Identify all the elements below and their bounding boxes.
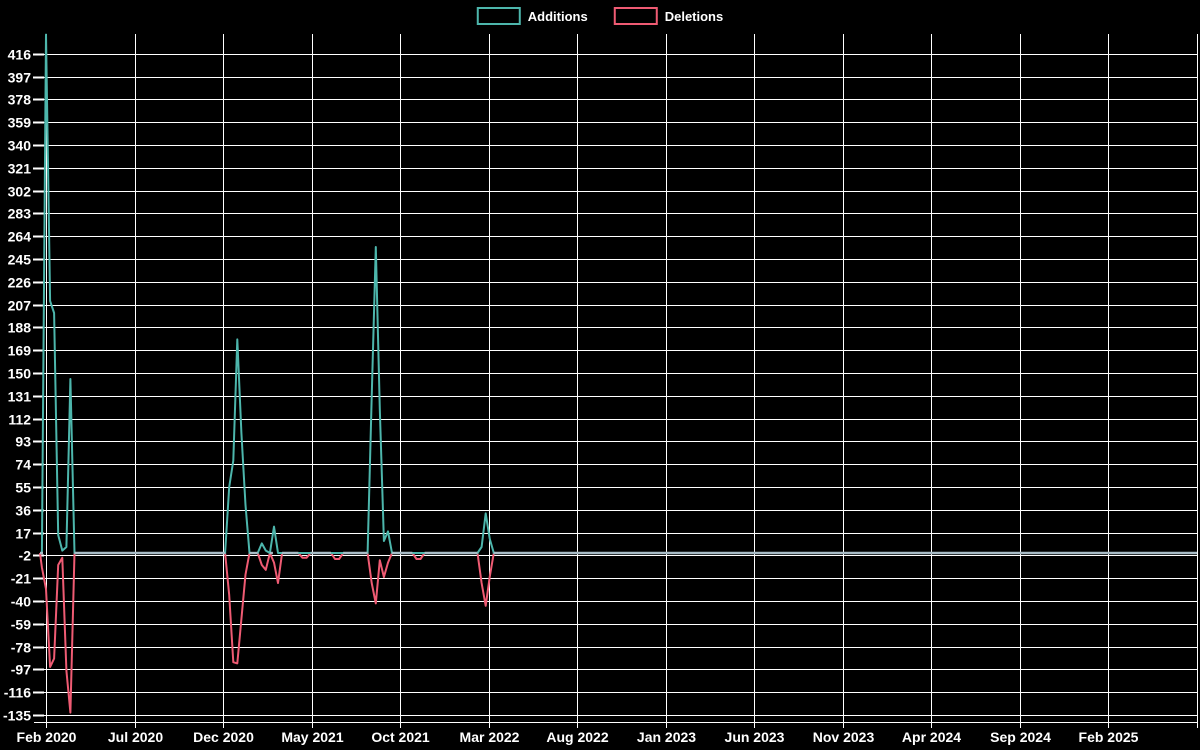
y-axis-label: 188 xyxy=(8,320,32,336)
y-axis-label: 131 xyxy=(8,389,32,405)
x-axis-label: Jul 2020 xyxy=(108,729,163,745)
additions-legend-label: Additions xyxy=(527,8,588,24)
axes xyxy=(33,53,1198,728)
x-axis-label: Sep 2024 xyxy=(990,729,1051,745)
y-axis-label: 264 xyxy=(8,229,32,245)
y-axis-label: 93 xyxy=(15,434,31,450)
y-axis-label: -78 xyxy=(11,640,31,656)
legend-item-deletions[interactable]: Deletions xyxy=(613,7,724,25)
chart-legend: Additions Deletions xyxy=(476,7,724,25)
additions-line xyxy=(40,33,1197,554)
y-axis-label: -97 xyxy=(11,662,31,678)
y-axis-label: 321 xyxy=(8,161,32,177)
y-axis-label: 302 xyxy=(8,184,32,200)
legend-item-additions[interactable]: Additions xyxy=(476,7,588,25)
y-axis-label: 359 xyxy=(8,115,32,131)
y-axis-label: 378 xyxy=(8,92,32,108)
y-axis-label: 207 xyxy=(8,298,32,314)
y-axis-label: 112 xyxy=(8,412,31,428)
x-axis-label: Apr 2024 xyxy=(902,729,961,745)
x-axis-label: May 2021 xyxy=(281,729,343,745)
x-axis-label: Feb 2025 xyxy=(1079,729,1139,745)
y-axis-label: -21 xyxy=(11,571,31,587)
x-axis-label: Mar 2022 xyxy=(460,729,520,745)
x-axis-label: Jan 2023 xyxy=(637,729,696,745)
deletions-swatch xyxy=(613,7,658,25)
x-axis-label: Aug 2022 xyxy=(546,729,608,745)
x-axis-label: Feb 2020 xyxy=(17,729,77,745)
y-axis-label: -2 xyxy=(19,548,32,564)
x-axis-label: Dec 2020 xyxy=(193,729,254,745)
y-axis-label: 55 xyxy=(15,480,31,496)
x-axis-label: Oct 2021 xyxy=(371,729,430,745)
y-axis-label: -116 xyxy=(4,685,31,701)
y-axis-label: 226 xyxy=(8,275,32,291)
y-axis-label: 169 xyxy=(8,343,32,359)
y-axis-label: 74 xyxy=(15,457,31,473)
y-axis-label: -40 xyxy=(11,594,31,610)
y-axis-label: 150 xyxy=(8,366,32,382)
gridlines xyxy=(40,34,1198,722)
y-axis-label: 283 xyxy=(8,206,32,222)
deletions-legend-label: Deletions xyxy=(664,8,724,24)
series-lines xyxy=(39,33,1197,714)
y-axis-label: 36 xyxy=(15,503,31,519)
y-axis-label: -59 xyxy=(11,617,31,633)
x-axis-label: Nov 2023 xyxy=(813,729,875,745)
y-axis-label: 340 xyxy=(8,138,32,154)
deletions-line xyxy=(39,552,1197,714)
axis-labels: 416 397 378 359 340 321 302 283 264 245 226 207 188 1… xyxy=(3,47,1139,746)
y-axis-label: -135 xyxy=(3,708,31,724)
x-axis-label: Jun 2023 xyxy=(725,729,785,745)
y-axis-label: 416 xyxy=(8,47,32,63)
additions-swatch xyxy=(476,7,521,25)
y-axis-label: 397 xyxy=(8,70,32,86)
y-axis-label: 245 xyxy=(8,252,32,268)
y-axis-label: 17 xyxy=(15,526,31,542)
